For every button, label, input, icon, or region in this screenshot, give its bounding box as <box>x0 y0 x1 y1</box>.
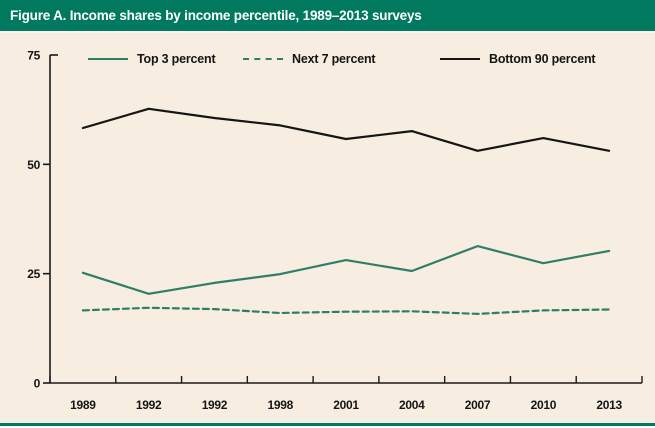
x-tick-label: 2004 <box>399 398 425 412</box>
x-tick-label: 1992 <box>136 398 162 412</box>
legend-label: Next 7 percent <box>292 52 376 66</box>
chart-region: 0 25 50 75 1989 1992 1992 1998 2001 2004 2007 2010 2… <box>0 33 655 426</box>
x-tick-label: 2013 <box>596 398 622 412</box>
legend-item-top-3-percent: Top 3 percent <box>88 52 216 66</box>
figure-title-bar: Figure A. Income shares by income percen… <box>0 0 655 33</box>
x-tick-label: 1989 <box>70 398 96 412</box>
y-tick-label: 75 <box>27 49 40 63</box>
chart-legend: Top 3 percent Next 7 percent Bottom 90 p… <box>0 52 655 68</box>
legend-label: Bottom 90 percent <box>489 52 596 66</box>
y-tick-label: 0 <box>34 377 41 391</box>
legend-line-sample-solid-green <box>88 58 128 60</box>
x-tick-label: 2007 <box>465 398 491 412</box>
legend-line-sample-solid-black <box>440 58 480 60</box>
line-chart: 0 25 50 75 1989 1992 1992 1998 2001 2004 2007 2010 2… <box>27 49 643 412</box>
legend-item-bottom-90-percent: Bottom 90 percent <box>440 52 596 66</box>
series-line-next-7-percent <box>81 306 611 315</box>
legend-line-sample-dashed-green <box>243 58 283 60</box>
y-tick-label: 25 <box>27 267 40 281</box>
x-tick-label: 1992 <box>202 398 228 412</box>
legend-label: Top 3 percent <box>137 52 216 66</box>
x-tick-label: 2010 <box>531 398 557 412</box>
y-tick-label: 50 <box>27 158 40 172</box>
legend-item-next-7-percent: Next 7 percent <box>243 52 376 66</box>
series-line-bottom-90-percent <box>81 107 611 152</box>
figure-title: Figure A. Income shares by income percen… <box>10 8 422 23</box>
x-tick-label: 1998 <box>267 398 293 412</box>
series-line-top-3-percent <box>81 245 611 295</box>
x-tick-label: 2001 <box>333 398 359 412</box>
